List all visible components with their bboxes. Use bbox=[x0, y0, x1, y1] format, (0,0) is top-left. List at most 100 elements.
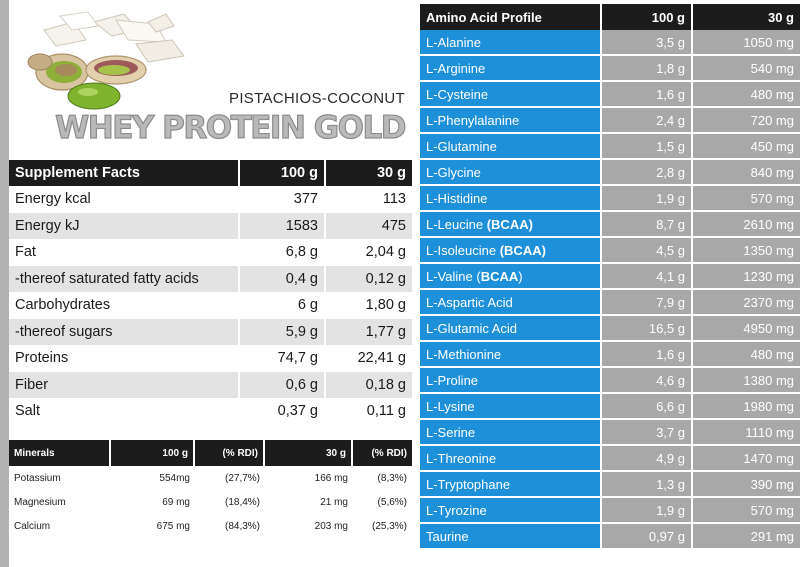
value-per-30g: 2610 mg bbox=[693, 212, 800, 238]
table-row: L-Alanine 3,5 g 1050 mg bbox=[420, 30, 800, 56]
value-per-30g: 22,41 g bbox=[326, 345, 412, 372]
value-per-30g: 1050 mg bbox=[693, 30, 800, 56]
amino-acid-name: Taurine bbox=[420, 524, 602, 550]
nutrient-label: Carbohydrates bbox=[9, 292, 240, 319]
value-per-100g: 0,37 g bbox=[240, 398, 326, 425]
amino-acid-name: L-Threonine bbox=[420, 446, 602, 472]
value-per-100g: 6 g bbox=[240, 292, 326, 319]
pistachio-coconut-image bbox=[27, 11, 185, 110]
amino-acid-label: L-Histidine bbox=[426, 190, 488, 206]
amino-acid-name: L-Leucine (BCAA) bbox=[420, 212, 602, 238]
value-per-100g: 3,7 g bbox=[602, 420, 693, 446]
table-row: L-Valine (BCAA) 4,1 g 1230 mg bbox=[420, 264, 800, 290]
value-per-30g: 4950 mg bbox=[693, 316, 800, 342]
value-per-30g: 2,04 g bbox=[326, 239, 412, 266]
amino-acid-name: L-Glycine bbox=[420, 160, 602, 186]
table-row: L-Arginine 1,8 g 540 mg bbox=[420, 56, 800, 82]
rdi-per-30g: (25,3%) bbox=[371, 520, 407, 532]
amino-acid-name: L-Aspartic Acid bbox=[420, 290, 602, 316]
value-per-30g: 113 bbox=[326, 186, 412, 213]
table-row: L-Leucine (BCAA) 8,7 g 2610 mg bbox=[420, 212, 800, 238]
value-per-30g: 475 bbox=[326, 212, 412, 239]
table-row: Proteins 74,7 g 22,41 g bbox=[9, 345, 412, 372]
value-per-100g: 69 mg bbox=[162, 496, 190, 508]
value-per-100g: 6,8 g bbox=[240, 239, 326, 266]
amino-acid-label: L-Glutamine bbox=[426, 138, 497, 154]
table-row: Potassium 554mg (27,7%) 166 mg (8,3%) bbox=[9, 466, 412, 490]
amino-acid-name: L-Proline bbox=[420, 368, 602, 394]
table-row: L-Isoleucine (BCAA) 4,5 g 1350 mg bbox=[420, 238, 800, 264]
value-per-30g: 203 mg bbox=[314, 520, 348, 532]
table-row: L-Proline 4,6 g 1380 mg bbox=[420, 368, 800, 394]
rdi-per-30g: (5,6%) bbox=[377, 496, 407, 508]
supplement-facts-table: Supplement Facts 100 g 30 g Energy kcal … bbox=[9, 160, 412, 425]
value-per-30g: 540 mg bbox=[693, 56, 800, 82]
table-header-row: Minerals 100 g (% RDI) 30 g (% RDI) bbox=[9, 440, 412, 466]
value-per-100g: 6,6 g bbox=[602, 394, 693, 420]
nutrient-label: Fiber bbox=[9, 371, 240, 398]
amino-acid-label: L-Phenylalanine bbox=[426, 112, 520, 128]
nutrient-label: -thereof saturated fatty acids bbox=[9, 265, 240, 292]
mineral-label: Calcium bbox=[14, 520, 51, 532]
amino-acid-name: L-Tyrozine bbox=[420, 498, 602, 524]
value-per-100g: 1,5 g bbox=[602, 134, 693, 160]
table-row: Energy kJ 1583 475 bbox=[9, 212, 412, 239]
column-header: 100 g bbox=[111, 440, 195, 466]
amino-acid-name: L-Tryptophane bbox=[420, 472, 602, 498]
nutrient-label: Proteins bbox=[9, 345, 240, 372]
column-header: (% RDI) bbox=[353, 440, 412, 466]
mineral-label: Magnesium bbox=[14, 496, 66, 508]
table-row: L-Cysteine 1,6 g 480 mg bbox=[420, 82, 800, 108]
left-edge-strip bbox=[0, 0, 9, 567]
amino-acid-label: L-Cysteine bbox=[426, 86, 489, 102]
nutrient-label: -thereof sugars bbox=[9, 318, 240, 345]
value-per-30g: 1110 mg bbox=[693, 420, 800, 446]
amino-acid-name: L-Alanine bbox=[420, 30, 602, 56]
column-header: (% RDI) bbox=[195, 440, 265, 466]
amino-acid-label: L-Alanine bbox=[426, 34, 481, 50]
value-per-100g: 0,6 g bbox=[240, 371, 326, 398]
value-per-100g: 74,7 g bbox=[240, 345, 326, 372]
table-row: L-Phenylalanine 2,4 g 720 mg bbox=[420, 108, 800, 134]
column-header: 30 g bbox=[693, 4, 800, 30]
amino-acid-name: L-Valine (BCAA) bbox=[420, 264, 602, 290]
value-per-100g: 4,5 g bbox=[602, 238, 693, 264]
table-row: -thereof sugars 5,9 g 1,77 g bbox=[9, 318, 412, 345]
value-per-30g: 0,18 g bbox=[326, 371, 412, 398]
amino-acid-label: L-Isoleucine bbox=[426, 242, 500, 258]
value-per-30g: 1230 mg bbox=[693, 264, 800, 290]
column-header: 30 g bbox=[326, 160, 412, 186]
value-per-100g: 3,5 g bbox=[602, 30, 693, 56]
amino-acid-label: L-Threonine bbox=[426, 450, 497, 466]
value-per-30g: 450 mg bbox=[693, 134, 800, 160]
bcaa-tag: (BCAA) bbox=[486, 216, 533, 232]
table-row: L-Threonine 4,9 g 1470 mg bbox=[420, 446, 800, 472]
amino-acid-name: L-Arginine bbox=[420, 56, 602, 82]
value-per-100g: 0,97 g bbox=[602, 524, 693, 550]
value-per-30g: 1980 mg bbox=[693, 394, 800, 420]
value-per-100g: 1,3 g bbox=[602, 472, 693, 498]
minerals-table: Minerals 100 g (% RDI) 30 g (% RDI) Pota… bbox=[9, 440, 412, 538]
value-per-30g: 166 mg bbox=[314, 472, 348, 484]
amino-acid-name: L-Serine bbox=[420, 420, 602, 446]
value-per-30g: 1380 mg bbox=[693, 368, 800, 394]
amino-acid-label: Taurine bbox=[426, 528, 469, 544]
nutrient-label: Energy kJ bbox=[9, 212, 240, 239]
table-row: Calcium 675 mg (84,3%) 203 mg (25,3%) bbox=[9, 514, 412, 538]
amino-acid-profile-table: Amino Acid Profile 100 g 30 g L-Alanine 3… bbox=[420, 4, 800, 550]
table-row: Taurine 0,97 g 291 mg bbox=[420, 524, 800, 550]
rdi-per-100g: (27,7%) bbox=[224, 472, 260, 484]
value-per-30g: 570 mg bbox=[693, 498, 800, 524]
value-per-100g: 1,6 g bbox=[602, 342, 693, 368]
value-per-30g: 570 mg bbox=[693, 186, 800, 212]
rdi-per-100g: (18,4%) bbox=[224, 496, 260, 508]
value-per-100g: 4,1 g bbox=[602, 264, 693, 290]
table-row: L-Serine 3,7 g 1110 mg bbox=[420, 420, 800, 446]
value-per-100g: 5,9 g bbox=[240, 318, 326, 345]
value-per-30g: 0,11 g bbox=[326, 398, 412, 425]
value-per-100g: 8,7 g bbox=[602, 212, 693, 238]
value-per-100g: 1583 bbox=[240, 212, 326, 239]
value-per-100g: 675 mg bbox=[156, 520, 190, 532]
table-row: L-Histidine 1,9 g 570 mg bbox=[420, 186, 800, 212]
amino-acid-name: L-Glutamic Acid bbox=[420, 316, 602, 342]
